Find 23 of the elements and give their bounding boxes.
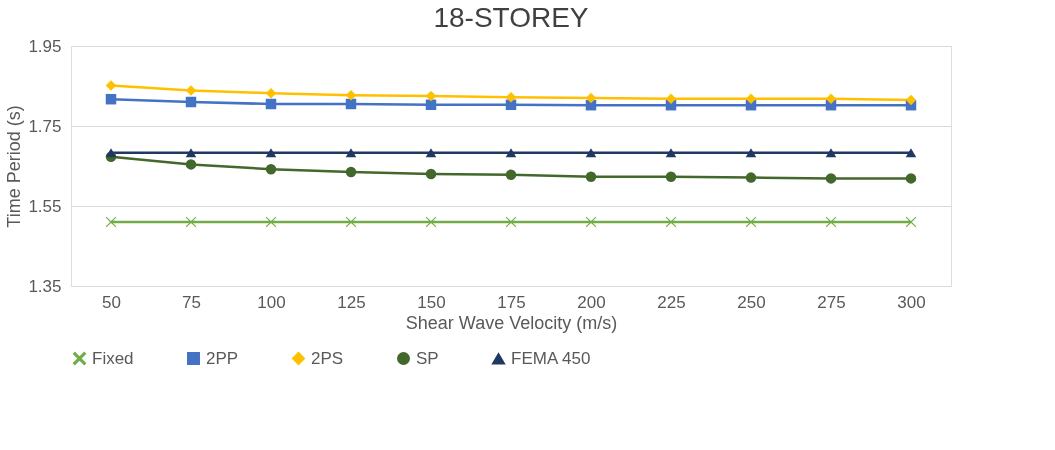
x-tick-label: 225 — [657, 292, 686, 312]
legend-label: 2PP — [206, 348, 239, 368]
legend-label: FEMA 450 — [511, 348, 591, 368]
y-axis-title: Time Period (s) — [4, 105, 25, 228]
x-tick-label: 150 — [417, 292, 446, 312]
x-tick-label: 125 — [337, 292, 366, 312]
x-tick-label: 250 — [737, 292, 766, 312]
x-tick-label: 50 — [102, 292, 121, 312]
x-tick-label: 175 — [497, 292, 526, 312]
x-tick-label: 200 — [577, 292, 606, 312]
x-tick-label: 75 — [182, 292, 201, 312]
legend-label: 2PS — [311, 348, 344, 368]
y-tick-label: 1.35 — [28, 276, 62, 296]
legend-label: Fixed — [92, 348, 134, 368]
chart-title: 18-STOREY — [433, 2, 589, 33]
legend-label: SP — [416, 348, 439, 368]
y-tick-label: 1.55 — [28, 196, 62, 216]
y-tick-label: 1.95 — [28, 36, 62, 56]
x-tick-label: 100 — [257, 292, 286, 312]
x-tick-label: 275 — [817, 292, 846, 312]
x-tick-label: 300 — [897, 292, 926, 312]
y-tick-label: 1.75 — [28, 116, 62, 136]
x-axis-title: Shear Wave Velocity (m/s) — [405, 312, 618, 333]
